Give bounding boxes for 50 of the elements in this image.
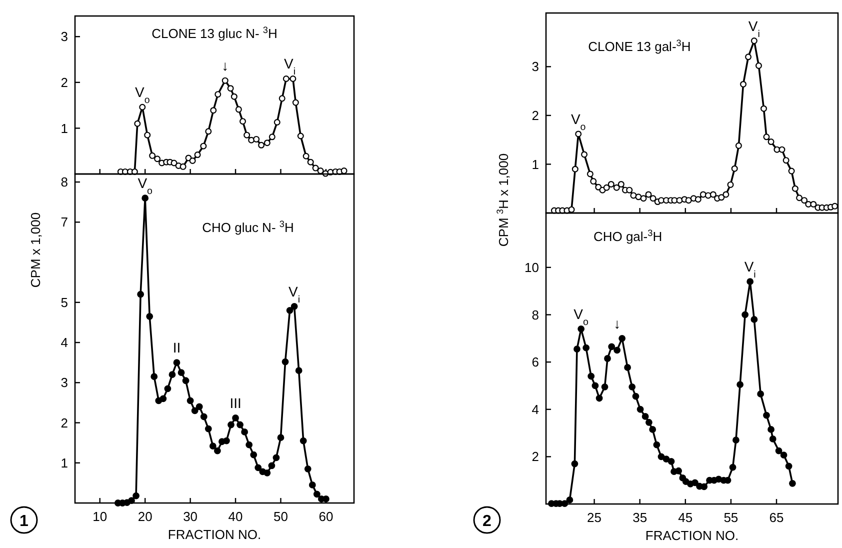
annotation: ↓ [222,58,229,74]
x-tick-label: 30 [183,509,198,524]
annotation: V$_{o}$ [574,306,590,328]
annotation: V$_{i}$ [748,18,760,40]
text: CLONE 13 gluc N- $^{3}$H [152,25,278,41]
y-tick-label: 5 [60,294,68,310]
x-axis-title: FRACTION NO. [645,528,739,543]
annotation: V$_{i}$ [744,258,756,280]
y-tick-label: 2 [60,74,68,90]
y-tick-label: 1 [60,455,68,470]
annotation: ↓ [614,315,621,332]
x-tick-label: 55 [724,510,738,525]
y-tick-label: 10 [524,260,539,275]
annotation: II [172,340,181,356]
annotation: V$_{i}$ [284,56,296,78]
y-tick-label: 2 [532,108,539,123]
y-tick-label: 6 [532,354,539,370]
annotation: V$_{i}$ [288,283,300,305]
text: 1 [20,512,29,530]
text: CLONE 13 gal-$^{3}$H [588,38,691,54]
x-tick-label: 60 [318,509,334,524]
text: 2 [482,512,492,530]
x-tick-label: 45 [678,510,693,525]
annotation: V$_{o}$ [570,110,586,132]
annotation: V$_{o}$ [134,84,150,106]
x-axis-title: FRACTION NO. [168,527,262,542]
x-tick-label: 10 [92,509,108,524]
y-tick-label: 3 [60,29,68,44]
y-tick-label: 7 [60,214,68,230]
y-tick-label: 4 [60,335,68,350]
y-tick-label: 1 [532,156,539,172]
x-tick-label: 40 [228,509,243,524]
y-tick-label: 2 [60,415,68,430]
text: CHO gluc N- $^{3}$H [202,219,294,235]
y-tick-label: 8 [60,174,68,190]
y-tick-label: 1 [60,120,68,136]
x-tick-label: 50 [274,509,288,524]
y-tick-label: 3 [60,375,68,390]
y-tick-label: 8 [532,307,539,322]
y-tick-label: 4 [532,402,539,417]
annotation: V$_{o}$ [138,175,154,197]
x-tick-label: 35 [632,510,648,525]
text: CHO gal-$^{3}$H [593,228,662,244]
y-tick-label: 3 [532,59,539,74]
x-tick-label: 65 [769,510,784,525]
x-tick-label: 25 [587,510,602,525]
y-axis-title: CPM x 1,000 [28,212,43,288]
y-tick-label: 2 [532,449,539,464]
x-tick-label: 20 [138,509,152,524]
annotation: III [230,394,242,411]
